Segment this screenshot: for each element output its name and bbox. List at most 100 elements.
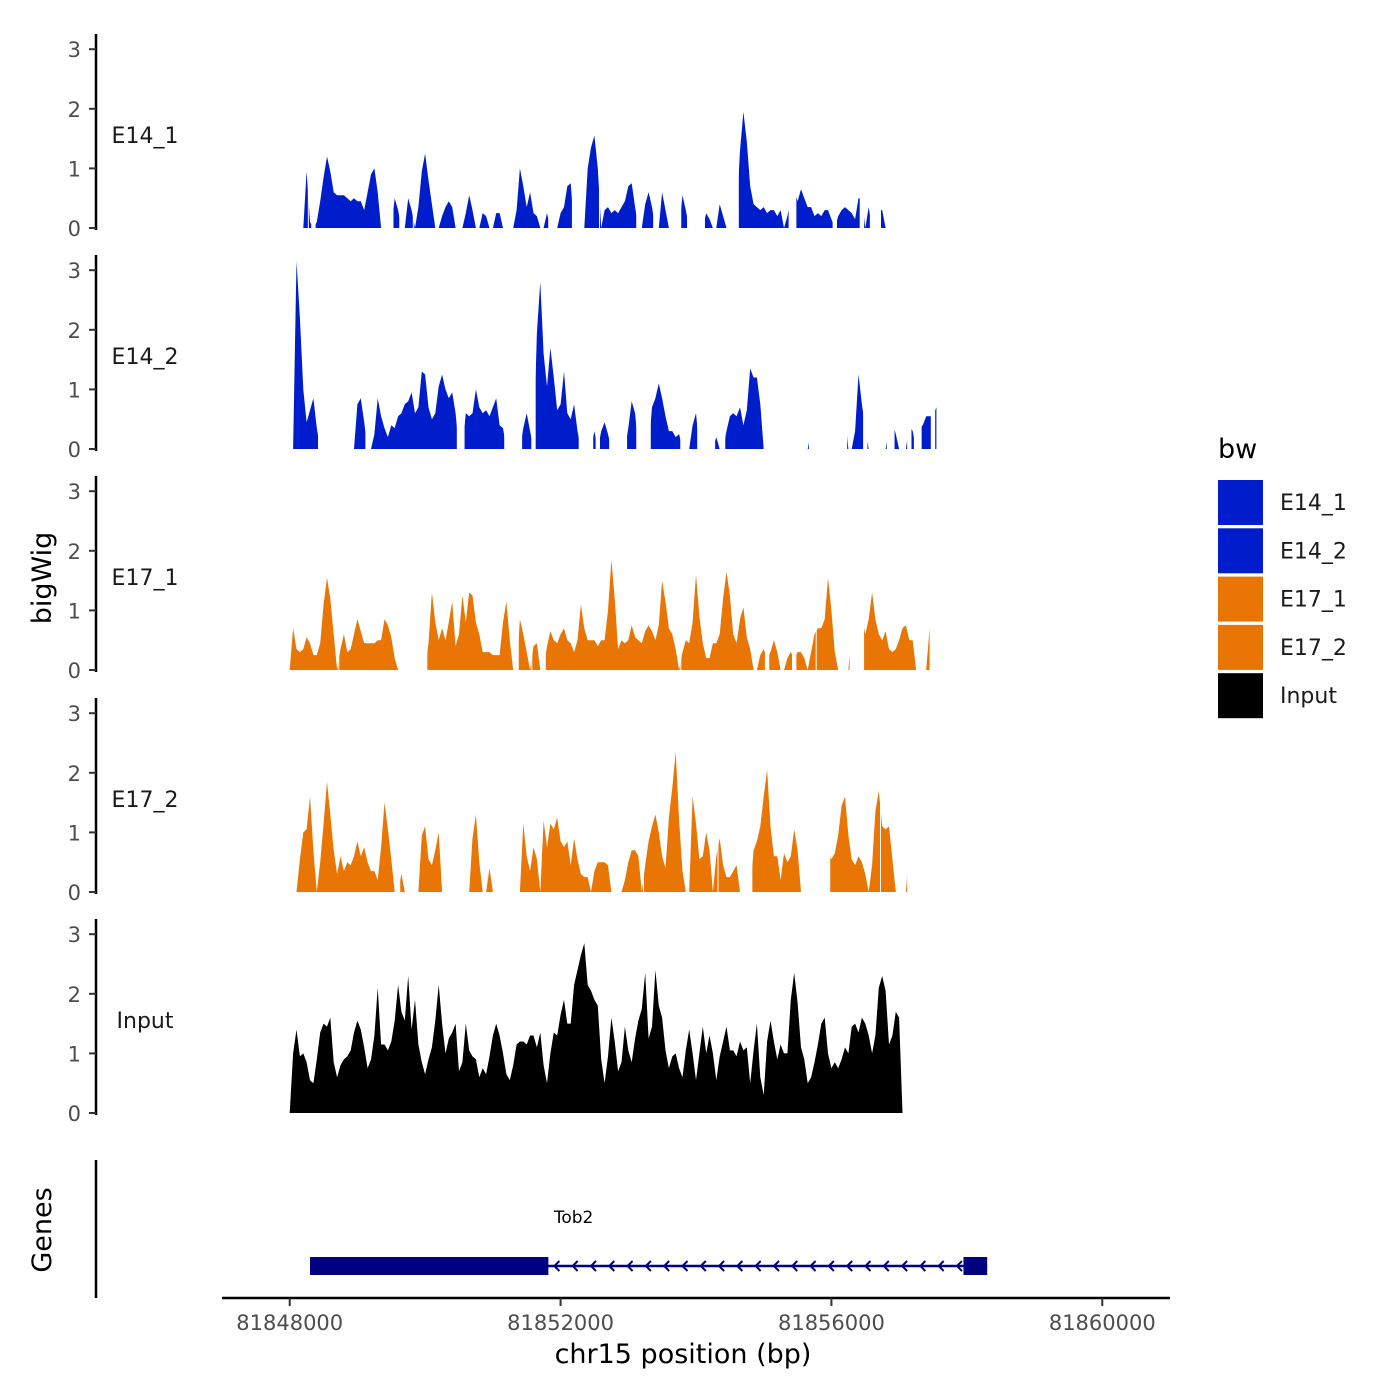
gene-strand-arrow xyxy=(827,1260,835,1272)
y-tick-label: 0 xyxy=(68,881,81,905)
signal-gap xyxy=(893,32,898,229)
signal-gap xyxy=(599,32,600,229)
signal-gap xyxy=(680,474,682,671)
signal-gap xyxy=(443,696,468,893)
y-tick-label: 0 xyxy=(68,438,81,462)
signal-gap xyxy=(585,253,594,450)
signal-gap xyxy=(697,253,702,450)
signal-gap xyxy=(886,253,895,450)
signal-gap xyxy=(869,32,882,229)
signal-gap xyxy=(829,253,848,450)
gene-strand-arrow xyxy=(882,1260,890,1272)
signal-gap xyxy=(876,253,885,450)
y-tick-label: 1 xyxy=(68,599,81,623)
signal-gap xyxy=(863,253,868,450)
gene-strand-arrow xyxy=(552,1260,561,1272)
genes-axis-title: Genes xyxy=(27,1187,58,1272)
x-tick-label: 81848000 xyxy=(236,1311,343,1335)
signal-gap xyxy=(612,696,621,893)
gene-strand-arrow xyxy=(772,1260,780,1272)
y-tick-label: 2 xyxy=(68,98,81,122)
y-tick-label: 0 xyxy=(68,217,81,241)
gene-strand-arrow xyxy=(845,1260,853,1272)
gene-exon xyxy=(963,1257,988,1275)
signal-gap xyxy=(775,253,797,450)
signal-gap xyxy=(483,696,485,893)
legend-swatch xyxy=(1218,673,1263,719)
signal-gap xyxy=(717,696,719,893)
legend-label: E14_1 xyxy=(1280,491,1347,516)
signal-gap xyxy=(720,253,726,450)
signal-gap xyxy=(365,253,370,450)
track-label: Input xyxy=(117,1009,174,1034)
signal-gap xyxy=(382,32,394,229)
signal-gap xyxy=(636,32,641,229)
legend-swatch xyxy=(1218,528,1263,574)
gene-layer xyxy=(310,1257,988,1275)
x-tick-label: 81860000 xyxy=(1049,1311,1156,1335)
x-axis: 81848000 81852000 81856000 81860000 xyxy=(222,1296,1170,1335)
y-tick-label: 0 xyxy=(68,659,81,683)
signal-gap xyxy=(571,32,584,229)
gene-strand-arrow xyxy=(644,1260,652,1272)
x-tick-label: 81856000 xyxy=(778,1311,885,1335)
y-tick-label: 3 xyxy=(68,38,81,62)
legend-entry-Input: Input xyxy=(1218,673,1337,719)
y-tick-label: 2 xyxy=(68,319,81,343)
gene-name-label: Tob2 xyxy=(553,1208,594,1228)
y-tick-label: 1 xyxy=(68,157,81,181)
signal-gap xyxy=(541,474,546,671)
signal-gap xyxy=(331,253,353,450)
track-Input: 0 1 2 3 Input xyxy=(68,919,903,1126)
legend-swatch xyxy=(1218,624,1263,670)
signal-gap xyxy=(653,32,658,229)
signal-gap xyxy=(727,32,739,229)
track-E14_2: 0 1 2 3 E14_2 xyxy=(68,253,937,462)
gene-strand-arrow xyxy=(955,1260,963,1272)
genes-panel: Tob2 xyxy=(94,1160,988,1298)
signal-gap xyxy=(615,253,621,450)
legend-label: E17_2 xyxy=(1280,636,1347,661)
y-tick-label: 1 xyxy=(68,821,81,845)
y-tick-label: 3 xyxy=(68,259,81,283)
signal-area xyxy=(289,559,930,670)
signal-gap xyxy=(687,696,689,893)
signal-gap xyxy=(808,696,831,893)
signal-gap xyxy=(514,474,519,671)
track-label: E14_1 xyxy=(112,124,179,149)
signal-gap xyxy=(311,32,316,229)
signal-gap xyxy=(399,474,411,671)
signal-gap xyxy=(907,696,919,893)
track-E17_1: 0 1 2 3 E17_1 xyxy=(68,474,956,683)
signal-gap xyxy=(531,474,533,671)
signal-area xyxy=(289,261,937,449)
y-tick-label: 2 xyxy=(68,540,81,564)
signal-gap xyxy=(456,253,465,450)
signal-gap xyxy=(609,253,614,450)
signal-gap xyxy=(700,32,705,229)
signal-gap xyxy=(307,32,309,229)
track-label: E14_2 xyxy=(112,345,179,370)
signal-gap xyxy=(399,32,404,229)
signal-gap xyxy=(595,253,600,450)
legend-title: bw xyxy=(1218,434,1257,465)
legend-entry-E17_2: E17_2 xyxy=(1218,624,1347,670)
signal-gap xyxy=(744,696,753,893)
gene-strand-arrow xyxy=(717,1260,725,1272)
gene-strand-arrow xyxy=(626,1260,634,1272)
y-tick-label: 1 xyxy=(68,1042,81,1066)
signal-gap xyxy=(412,32,414,229)
gene-strand-arrow xyxy=(607,1260,615,1272)
y-tick-label: 3 xyxy=(68,923,81,947)
signal-gap xyxy=(643,696,645,893)
track-E14_1: 0 1 2 3 E14_1 xyxy=(68,32,898,241)
signal-gap xyxy=(951,474,956,671)
tracks: 0 1 2 3 E14_1 0 1 2 3 E14_2 0 1 2 3 E17_1 0 1 2 3 E17_2 0 1 2 3… xyxy=(68,32,956,1126)
gene-strand-arrow xyxy=(864,1260,872,1272)
signal-gap xyxy=(517,253,523,450)
signal-gap xyxy=(764,474,770,671)
gene-strand-arrow xyxy=(918,1260,927,1272)
signal-gap xyxy=(802,253,807,450)
signal-gap xyxy=(622,253,628,450)
signal-gap xyxy=(456,32,462,229)
